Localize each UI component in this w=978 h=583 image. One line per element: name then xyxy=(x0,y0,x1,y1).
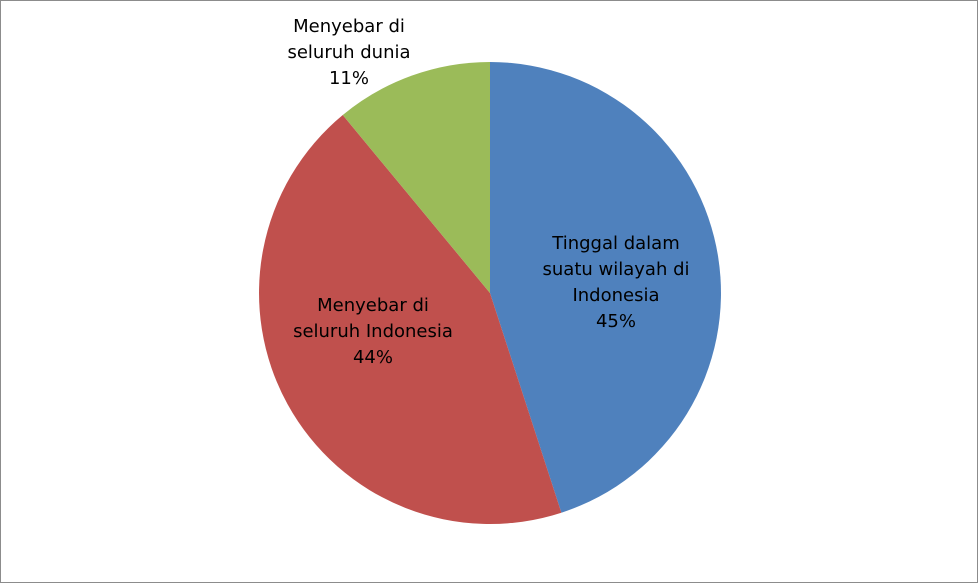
slice-category-label: Menyebar di xyxy=(293,16,405,37)
slice-category-label: suatu wilayah di xyxy=(543,259,690,280)
slice-category-label: Tinggal dalam xyxy=(551,233,679,254)
pie-slice-label-3: Menyebar di seluruh dunia 11% xyxy=(287,16,410,89)
pie-slice-3 xyxy=(342,62,490,293)
pie-slices xyxy=(259,62,721,524)
pie-slice-2 xyxy=(259,115,562,524)
slice-percent-label: 11% xyxy=(329,68,369,89)
slice-category-label: Menyebar di xyxy=(317,295,429,316)
slice-percent-label: 44% xyxy=(353,347,393,368)
slice-percent-label: 45% xyxy=(596,311,636,332)
pie-slice-1 xyxy=(490,62,721,513)
slice-category-label: seluruh Indonesia xyxy=(293,321,453,342)
pie-slice-label-2: Menyebar di seluruh Indonesia 44% xyxy=(293,295,453,368)
slice-category-label: seluruh dunia xyxy=(287,42,410,63)
pie-slice-label-1: Tinggal dalam suatu wilayah di Indonesia 45… xyxy=(543,233,690,332)
slice-category-label: Indonesia xyxy=(572,285,659,306)
pie-labels: Tinggal dalam suatu wilayah di Indonesia 45… xyxy=(287,16,689,368)
